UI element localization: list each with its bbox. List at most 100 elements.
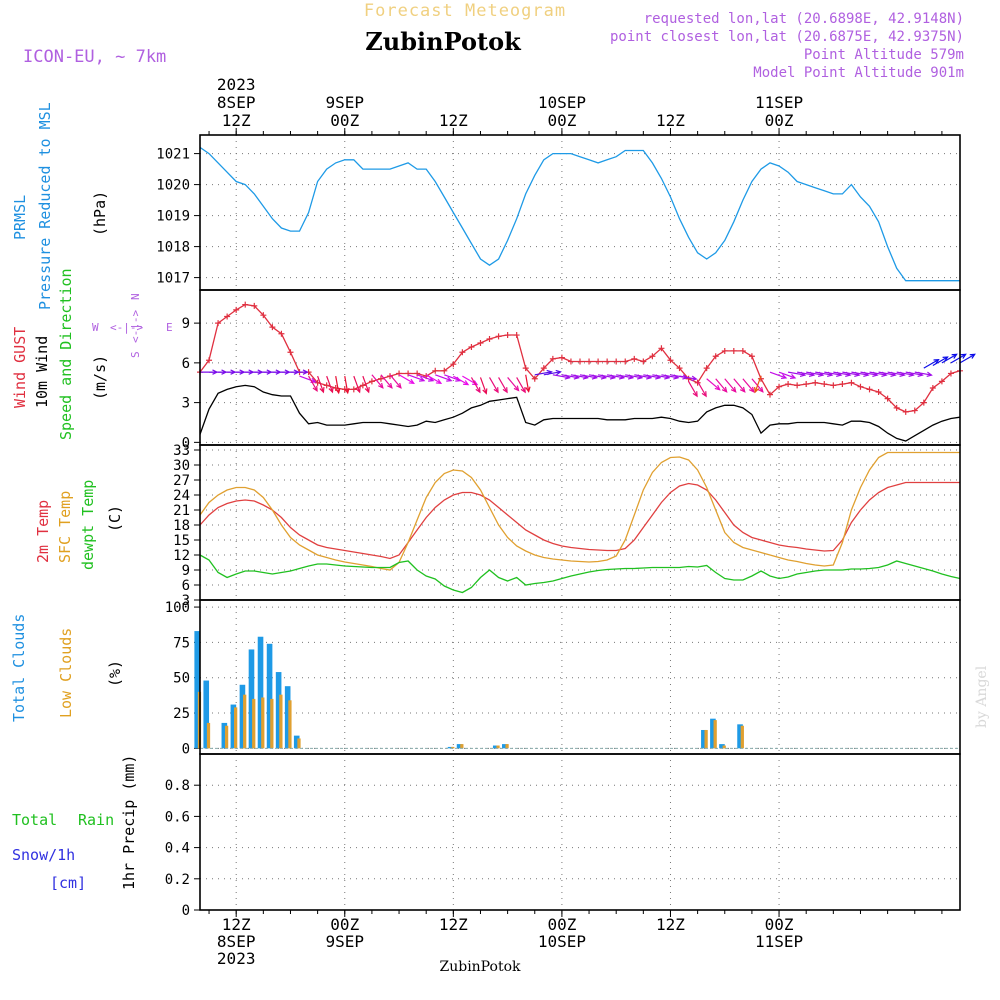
wind-arrow-head xyxy=(344,387,350,395)
temperature-ytick-label: 27 xyxy=(173,473,190,489)
total-cloud-bar xyxy=(710,718,716,749)
temperature-ytick-label: 6 xyxy=(182,578,190,594)
gust-point xyxy=(739,347,746,354)
temperature-ytick-label: 3 xyxy=(182,593,190,609)
wind-arrow xyxy=(769,371,787,379)
watermark: by Angel xyxy=(974,665,990,728)
gust-point xyxy=(486,336,493,343)
wind-label-10m: 10m Wind xyxy=(33,336,51,408)
wind-arrow-head xyxy=(335,387,341,395)
clouds-panel: 0 25 50 75 100 xyxy=(165,599,961,757)
gust-point xyxy=(839,381,846,388)
wind-arrow xyxy=(733,378,746,393)
temperature-line-dewpt-temp xyxy=(199,554,961,594)
wind-arrow-head xyxy=(472,380,479,386)
wind-arrow-head xyxy=(446,376,453,382)
cloud-label-unit: (%) xyxy=(106,660,124,687)
temperature-ytick-label: 12 xyxy=(173,548,190,564)
wind-arrow-head xyxy=(721,386,728,393)
wind-arrow xyxy=(634,374,652,379)
wind-arrow xyxy=(335,376,340,393)
total-cloud-bar xyxy=(293,735,300,749)
wind-arrow xyxy=(470,377,481,393)
bottom-time-label: 8SEP xyxy=(217,932,256,951)
low-cloud-bar xyxy=(460,744,464,749)
gust-point xyxy=(522,365,529,372)
wind-arrow xyxy=(932,356,948,367)
wind-arrow xyxy=(317,375,324,393)
wind-arrow-head xyxy=(691,375,698,382)
cloud-labels: Total Clouds Low Clouds (%) xyxy=(10,614,124,722)
gust-point xyxy=(830,382,837,389)
temperature-ytick-label: 21 xyxy=(173,503,190,519)
wind-arrow xyxy=(941,353,957,364)
precip-panel: 0 0.2 0.4 0.6 0.8 xyxy=(165,753,961,919)
wind-arrow xyxy=(806,371,824,376)
wind-arrow-head xyxy=(748,386,755,393)
gust-point xyxy=(504,332,511,339)
wind-arrow-head xyxy=(714,384,721,391)
temp-label-2m: 2m Temp xyxy=(34,500,52,563)
wind-arrow xyxy=(534,371,552,376)
compass-s: S xyxy=(129,351,142,358)
gust-point xyxy=(785,381,792,388)
pressure-labels: PRMSL Pressure Reduced to MSL (hPa) xyxy=(11,102,109,310)
wind-arrow-head xyxy=(302,369,309,375)
wind-arrow-head xyxy=(463,380,470,386)
wind-arrow xyxy=(453,375,469,386)
wind-arrow-head xyxy=(502,387,508,394)
precip-ytick-label: 0.2 xyxy=(165,872,190,888)
wind-arrow xyxy=(407,374,425,382)
gust-point xyxy=(848,379,855,386)
gust-point xyxy=(441,367,448,374)
pressure-ytick-label: 1018 xyxy=(156,240,190,256)
low-cloud-bar xyxy=(252,698,256,749)
gust-point xyxy=(477,339,484,346)
gust-point xyxy=(287,349,294,356)
bottom-time-label: 10SEP xyxy=(538,932,586,951)
wind-arrow xyxy=(344,376,349,393)
wind-arrow xyxy=(398,374,415,384)
wind-arrow xyxy=(842,371,860,376)
wind-arrow xyxy=(643,374,661,379)
precip-labels: Total Rain Snow/1h [cm] 1hr Precip (mm) xyxy=(12,755,138,892)
gust-point xyxy=(251,302,258,309)
gust-point xyxy=(368,378,375,385)
low-cloud-bar xyxy=(704,729,708,749)
gust-point xyxy=(215,320,222,327)
wind-arrow xyxy=(742,378,755,393)
gust-point xyxy=(350,386,357,393)
wind-arrow-head xyxy=(555,369,562,376)
gust-point xyxy=(911,407,918,414)
low-cloud-bar xyxy=(722,745,726,749)
wind-arrow xyxy=(923,359,939,369)
gust-point xyxy=(622,358,629,365)
top-time-label: 00Z xyxy=(547,111,576,130)
gust-point xyxy=(640,358,647,365)
total-cloud-bar xyxy=(248,649,255,749)
wind-arrow xyxy=(914,371,932,376)
compass-rose: W <-|-> E <-|-> N S xyxy=(92,293,173,358)
gust-point xyxy=(821,381,828,388)
pressure-label-prmsl: PRMSL xyxy=(11,195,29,240)
wind-arrow xyxy=(778,371,796,379)
clouds-frame xyxy=(199,599,961,755)
wind-arrow xyxy=(959,353,976,364)
wind-arrow xyxy=(616,374,634,379)
gust-point xyxy=(884,395,891,402)
wind-arrow xyxy=(950,353,966,364)
wind-ytick-label: 3 xyxy=(182,396,190,412)
gust-point xyxy=(631,355,638,362)
gust-point xyxy=(432,367,439,374)
gust-point xyxy=(730,347,737,354)
clouds-ytick-label: 100 xyxy=(165,600,190,616)
wind-arrow-head xyxy=(378,382,384,389)
clouds-ytick-label: 75 xyxy=(173,635,190,651)
gust-point xyxy=(495,333,502,340)
top-time-label: 9SEP xyxy=(325,93,364,112)
bottom-time-label: 9SEP xyxy=(325,932,364,951)
pressure-ytick-label: 1020 xyxy=(156,178,190,194)
wind-arrow xyxy=(625,374,643,379)
wind-arrow-head xyxy=(951,353,958,359)
